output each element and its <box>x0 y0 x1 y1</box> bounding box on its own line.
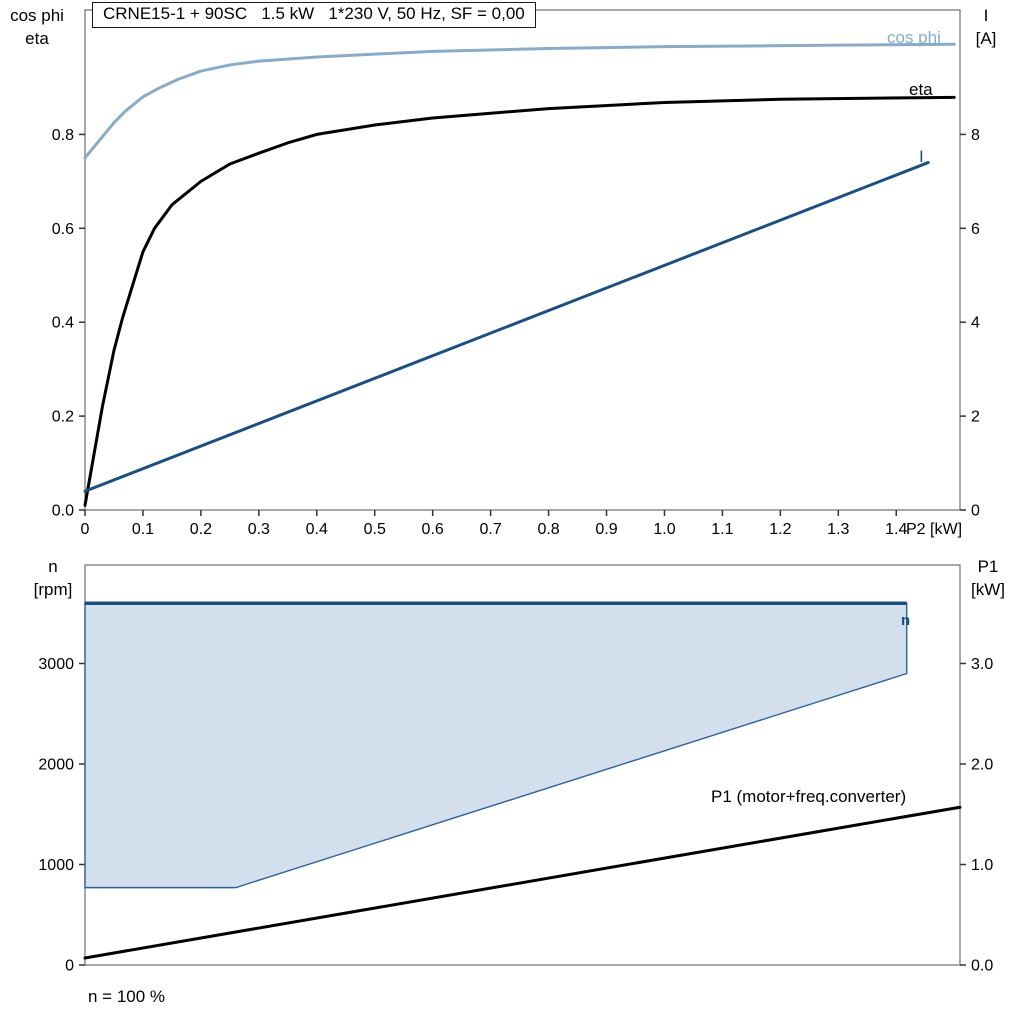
svg-text:1.4: 1.4 <box>885 521 907 538</box>
svg-text:1000: 1000 <box>38 857 74 874</box>
svg-text:0.2: 0.2 <box>52 409 74 426</box>
svg-text:0.4: 0.4 <box>52 315 74 332</box>
svg-text:2: 2 <box>971 409 980 426</box>
series-label-n: n <box>901 612 911 629</box>
svg-text:0.7: 0.7 <box>480 521 502 538</box>
svg-text:2.0: 2.0 <box>971 756 993 773</box>
svg-text:0.2: 0.2 <box>190 521 212 538</box>
svg-text:0.6: 0.6 <box>52 221 74 238</box>
series-label-eta: eta <box>909 80 933 99</box>
svg-text:0: 0 <box>971 503 980 520</box>
axis-label-current: I <box>983 6 989 25</box>
axis-label-cos-phi: cos phi <box>10 6 64 25</box>
svg-text:4: 4 <box>971 315 980 332</box>
y-right-axis-label-top-chart: I [A] <box>960 4 1012 50</box>
svg-text:0.1: 0.1 <box>132 521 154 538</box>
chart-title: CRNE15-1 + 90SC 1.5 kW 1*230 V, 50 Hz, S… <box>92 2 536 28</box>
svg-text:3.0: 3.0 <box>971 656 993 673</box>
svg-text:P2 [kW]: P2 [kW] <box>906 521 962 538</box>
axis-label-p1: P1 <box>977 557 999 576</box>
svg-text:0.6: 0.6 <box>422 521 444 538</box>
svg-text:1.2: 1.2 <box>769 521 791 538</box>
y-right-axis-label-bottom-chart: P1 [kW] <box>958 555 1018 601</box>
svg-text:0.5: 0.5 <box>364 521 386 538</box>
svg-text:0.8: 0.8 <box>52 127 74 144</box>
svg-text:0: 0 <box>65 958 74 975</box>
axis-label-p1-unit: [kW] <box>971 580 1005 599</box>
svg-text:0.9: 0.9 <box>595 521 617 538</box>
svg-text:0.0: 0.0 <box>971 958 993 975</box>
svg-text:1.3: 1.3 <box>827 521 849 538</box>
footnote-n-100-percent: n = 100 % <box>88 987 166 1006</box>
svg-text:2000: 2000 <box>38 756 74 773</box>
svg-text:1.0: 1.0 <box>971 857 993 874</box>
svg-text:0.8: 0.8 <box>537 521 559 538</box>
svg-text:0.0: 0.0 <box>52 503 74 520</box>
svg-text:8: 8 <box>971 127 980 144</box>
axis-label-speed: n <box>48 557 58 576</box>
svg-text:3000: 3000 <box>38 656 74 673</box>
svg-text:1.1: 1.1 <box>711 521 733 538</box>
svg-text:0.3: 0.3 <box>248 521 270 538</box>
y-left-axis-label-bottom-chart: n [rpm] <box>18 555 88 601</box>
series-label-cos-phi: cos phi <box>887 28 941 47</box>
y-left-axis-label-top-chart: cos phi eta <box>2 4 72 50</box>
axis-label-speed-unit: [rpm] <box>33 580 73 599</box>
series-label-current: I <box>919 147 924 166</box>
svg-text:0.4: 0.4 <box>306 521 328 538</box>
svg-text:0: 0 <box>81 521 90 538</box>
svg-text:6: 6 <box>971 221 980 238</box>
svg-text:1.0: 1.0 <box>653 521 675 538</box>
axis-label-current-unit: [A] <box>975 29 997 48</box>
series-label-p1-line: P1 (motor+freq.converter) <box>711 787 907 806</box>
axis-label-eta: eta <box>25 29 49 48</box>
